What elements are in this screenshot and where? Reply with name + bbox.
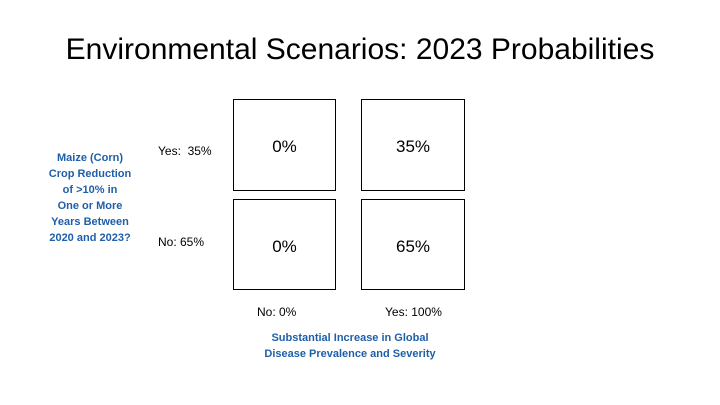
y-axis-label-line: Maize (Corn): [57, 152, 123, 164]
row-label-yes: Yes: 35%: [158, 144, 212, 158]
y-axis-label-line: of >10% in: [62, 184, 118, 196]
y-axis-label-line: One or More: [57, 200, 123, 212]
column-label-no: No: 0%: [257, 305, 297, 319]
matrix-cell-no-yes: 65%: [361, 199, 465, 290]
slide-title: Environmental Scenarios: 2023 Probabilit…: [65, 33, 655, 66]
x-axis-label-line: Disease Prevalence and Severity: [264, 348, 436, 360]
cell-probability: 0%: [272, 237, 297, 256]
x-axis-label-line: Substantial Increase in Global: [271, 332, 429, 344]
matrix-cell-no-no: 0%: [233, 199, 336, 290]
y-axis-label-line: Crop Reduction: [48, 168, 132, 180]
column-label-yes: Yes: 100%: [385, 305, 442, 319]
matrix-cell-yes-yes: 35%: [361, 99, 465, 191]
row-label-no: No: 65%: [158, 235, 205, 249]
y-axis-label: Maize (Corn) Crop Reduction of >10% in O…: [38, 150, 142, 246]
matrix-cell-yes-no: 0%: [233, 99, 336, 191]
cell-probability: 65%: [395, 237, 431, 256]
cell-probability: 0%: [272, 137, 297, 156]
y-axis-label-line: 2020 and 2023?: [49, 232, 131, 244]
cell-probability: 35%: [395, 137, 431, 156]
y-axis-label-line: Years Between: [51, 216, 129, 228]
x-axis-label: Substantial Increase in Global Disease P…: [250, 330, 450, 362]
